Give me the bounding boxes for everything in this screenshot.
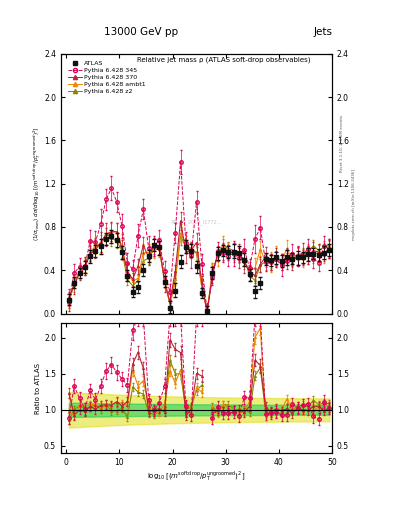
Text: ATLAS_2019_I1772...: ATLAS_2019_I1772... [171, 220, 222, 225]
Legend: ATLAS, Pythia 6.428 345, Pythia 6.428 370, Pythia 6.428 ambt1, Pythia 6.428 z2: ATLAS, Pythia 6.428 345, Pythia 6.428 37… [67, 59, 147, 95]
Y-axis label: Ratio to ATLAS: Ratio to ATLAS [35, 362, 41, 414]
Text: Jets: Jets [313, 27, 332, 37]
Text: 13000 GeV pp: 13000 GeV pp [105, 27, 178, 37]
Text: mcplots.cern.ch [arXiv:1306.3436]: mcplots.cern.ch [arXiv:1306.3436] [352, 169, 356, 240]
Text: Relative jet mass ρ (ATLAS soft-drop observables): Relative jet mass ρ (ATLAS soft-drop obs… [137, 56, 310, 63]
Text: Rivet 3.1.10; ≥ 2.6M events: Rivet 3.1.10; ≥ 2.6M events [340, 115, 344, 172]
Y-axis label: $(1/\sigma_{\mathrm{resm}})$ $d\sigma/d\log_{10}[(m^{\mathrm{soft\,drop}}/p_T^{\: $(1/\sigma_{\mathrm{resm}})$ $d\sigma/d\… [31, 126, 42, 241]
X-axis label: $\log_{10}[(m^{\mathrm{soft\,drop}}/p_\mathrm{T}^{\mathrm{ungroomed}})^2]$: $\log_{10}[(m^{\mathrm{soft\,drop}}/p_\m… [147, 470, 246, 483]
